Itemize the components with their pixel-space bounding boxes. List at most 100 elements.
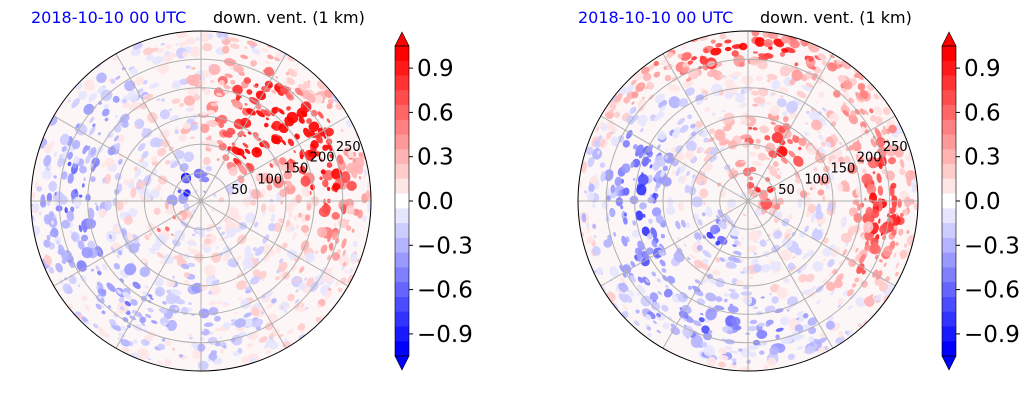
data-cell <box>165 44 172 50</box>
colorbar-tick-label: 0.3 <box>417 145 454 171</box>
data-cell <box>189 248 198 255</box>
data-cell <box>640 83 644 88</box>
data-cell <box>806 110 810 114</box>
data-cell <box>778 86 789 94</box>
data-cell <box>615 197 624 207</box>
data-cell <box>634 247 643 258</box>
angular-gridline <box>200 200 287 349</box>
data-cell <box>691 56 697 61</box>
data-cell <box>794 62 799 67</box>
data-cell <box>336 249 341 254</box>
data-cell <box>825 184 831 190</box>
data-cell <box>867 156 879 169</box>
data-cell <box>719 74 724 78</box>
data-cell <box>652 161 660 171</box>
data-cell <box>204 238 212 245</box>
data-cell <box>218 122 224 129</box>
data-cell <box>300 175 311 187</box>
data-cell <box>899 249 908 260</box>
data-cell <box>261 278 265 282</box>
data-cell <box>281 139 287 146</box>
data-cell <box>208 301 216 306</box>
data-cell <box>256 177 259 181</box>
data-cell <box>659 105 667 112</box>
data-cell <box>623 217 628 225</box>
data-cell <box>592 224 597 229</box>
data-cell <box>813 167 818 172</box>
data-cell <box>626 115 636 125</box>
data-cell <box>783 278 790 284</box>
data-cell <box>789 79 795 86</box>
data-cell <box>338 255 350 267</box>
data-cell <box>189 336 193 340</box>
data-cell <box>293 150 296 154</box>
data-cell <box>877 148 881 155</box>
data-cell <box>186 241 197 246</box>
data-cell <box>657 291 662 295</box>
data-cell <box>214 315 221 322</box>
data-cell <box>296 90 304 96</box>
data-cell <box>771 132 784 144</box>
colorbar-segment <box>942 341 956 357</box>
colorbar-segment <box>395 178 409 195</box>
angular-gridline <box>747 200 834 349</box>
data-cell <box>283 308 288 313</box>
data-cell <box>693 259 704 269</box>
data-cell <box>811 229 823 241</box>
data-cell <box>248 332 259 341</box>
data-cell <box>715 42 723 48</box>
data-cell <box>73 196 82 208</box>
data-cell <box>93 106 97 111</box>
data-cell <box>178 133 187 142</box>
data-cell <box>234 311 239 315</box>
data-cell <box>214 327 222 332</box>
data-cell <box>766 73 778 81</box>
data-cell <box>291 341 294 344</box>
data-cell <box>263 122 269 128</box>
data-cell <box>187 333 193 337</box>
colorbar-segment <box>395 326 409 342</box>
data-cell <box>821 141 826 147</box>
data-cell <box>223 345 227 349</box>
data-cell <box>653 60 659 67</box>
data-cell <box>769 170 775 177</box>
data-cell <box>708 329 713 334</box>
data-cell <box>618 283 627 293</box>
data-cell <box>88 126 96 136</box>
colorbar-segment <box>395 149 409 165</box>
colorbar-extend-min <box>941 355 957 371</box>
data-cell <box>837 304 841 308</box>
data-cell <box>286 77 295 85</box>
data-cell <box>741 238 745 240</box>
data-cell <box>622 264 632 275</box>
data-cell <box>641 96 645 100</box>
radial-tick-label: 100 <box>804 172 829 187</box>
data-cell <box>809 187 813 191</box>
data-cell <box>874 116 883 126</box>
data-cell <box>677 201 685 212</box>
data-cell <box>287 329 294 335</box>
data-cell <box>651 207 662 217</box>
data-cell <box>701 212 706 217</box>
data-cell <box>350 252 358 260</box>
data-cell <box>766 239 770 241</box>
radial-tick-label: 250 <box>336 140 361 155</box>
data-cell <box>159 197 163 201</box>
data-cell <box>804 345 816 355</box>
data-cell <box>70 231 80 243</box>
data-cell <box>586 191 595 202</box>
data-cell <box>671 170 676 175</box>
data-cell <box>71 98 80 109</box>
data-cell <box>605 195 611 202</box>
data-cell <box>823 237 829 244</box>
data-cell <box>720 109 726 113</box>
data-cell <box>53 151 58 158</box>
colorbar-tick-label: −0.3 <box>964 233 1020 259</box>
data-cell <box>772 267 782 274</box>
data-cell <box>659 259 666 267</box>
colorbar-segment <box>942 237 956 254</box>
data-cell <box>306 118 313 124</box>
colorbar-segment <box>942 282 956 298</box>
data-cell <box>164 201 169 210</box>
data-cell <box>115 323 118 326</box>
